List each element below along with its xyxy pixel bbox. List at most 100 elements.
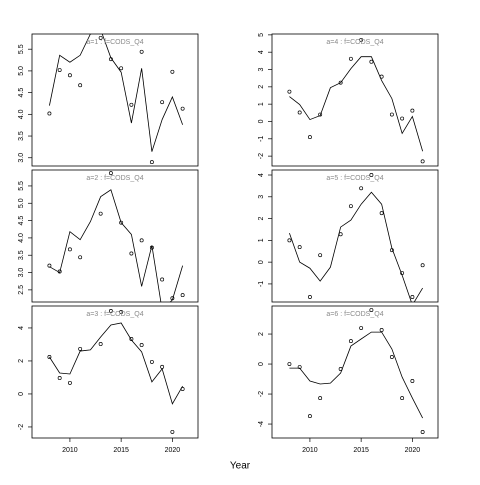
y-tick-label: 3.0 (18, 153, 25, 163)
y-tick-label: 4 (18, 326, 25, 330)
data-point (180, 293, 185, 298)
data-point (149, 359, 154, 364)
panel-title: a=4 : f=CODS_Q4 (326, 39, 383, 46)
y-tick-label: -1 (258, 281, 265, 287)
y-tick-label: 4.0 (18, 109, 25, 119)
y-tick-label: 2 (18, 359, 25, 363)
y-tick-label: 3.5 (18, 131, 25, 141)
panel-frame (31, 305, 199, 439)
panel-title: a=2 : f=CODS_Q4 (86, 175, 143, 182)
data-point (98, 35, 103, 40)
panel-frame (31, 33, 199, 167)
data-point (78, 83, 83, 88)
data-point (359, 326, 364, 330)
y-tick-label: 3 (258, 67, 265, 71)
data-point (400, 396, 405, 401)
y-tick-label: 3.5 (18, 250, 25, 260)
x-tick-label: 2010 (62, 447, 78, 454)
trend-line (289, 331, 423, 419)
y-tick-label: -4 (258, 421, 265, 427)
data-point (318, 396, 323, 401)
data-point (139, 342, 144, 347)
data-point (129, 337, 134, 341)
panel (47, 171, 185, 302)
panel (287, 173, 425, 302)
data-point (160, 364, 165, 369)
data-point (318, 253, 323, 258)
panel-title: a=6 : f=CODS_Q4 (326, 311, 383, 318)
data-point (139, 49, 144, 54)
data-point (400, 116, 405, 121)
data-point (149, 160, 154, 165)
y-tick-label: 3 (258, 195, 265, 199)
panel-frame (271, 33, 439, 167)
data-point (338, 80, 343, 85)
trend-line (49, 322, 183, 405)
panel-title: a=1 : f=CODS_Q4 (86, 39, 143, 46)
data-point (67, 380, 72, 385)
data-point (78, 346, 83, 351)
trend-line (49, 189, 184, 302)
y-tick-label: 2 (258, 332, 265, 336)
y-tick-label: 5 (258, 33, 265, 37)
x-axis-label: Year (230, 461, 251, 472)
data-point (119, 220, 124, 225)
panel-frame (31, 169, 199, 303)
y-tick-label: 5.5 (18, 181, 25, 191)
data-point (359, 37, 364, 42)
data-point (348, 339, 353, 344)
data-point (410, 295, 415, 299)
y-tick-label: 4.5 (18, 88, 25, 98)
data-point (139, 238, 144, 243)
y-tick-label: 1 (258, 102, 265, 106)
y-tick-label: 4.5 (18, 216, 25, 226)
data-point (108, 171, 113, 176)
data-point (180, 106, 185, 111)
data-point (170, 69, 175, 74)
data-point (369, 173, 374, 177)
panel-title: a=5 : f=CODS_Q4 (326, 175, 383, 182)
trend-line (289, 191, 423, 302)
y-tick-label: -2 (18, 424, 25, 430)
data-point (369, 59, 374, 64)
panel-frame (271, 169, 439, 303)
x-tick-label: 2020 (405, 447, 421, 454)
data-point (57, 68, 62, 72)
y-tick-label: 2 (258, 217, 265, 221)
data-point (160, 277, 165, 282)
panel-title: a=3 : f=CODS_Q4 (86, 311, 143, 318)
data-point (108, 309, 113, 313)
panel (47, 309, 185, 434)
data-point (307, 295, 312, 299)
data-point (420, 430, 425, 434)
data-point (369, 308, 374, 312)
data-point (287, 238, 292, 243)
data-point (287, 362, 292, 366)
y-tick-label: 0 (18, 392, 25, 396)
x-tick-label: 2020 (165, 447, 181, 454)
data-point (98, 342, 103, 346)
trend-line (289, 56, 424, 152)
y-tick-label: 0 (258, 119, 265, 123)
y-tick-label: 4.0 (18, 233, 25, 243)
data-point (67, 73, 72, 78)
y-tick-label: 1 (258, 238, 265, 242)
y-tick-label: 4 (258, 50, 265, 54)
data-point (47, 111, 52, 116)
data-point (410, 108, 415, 113)
y-tick-label: 3.0 (18, 268, 25, 278)
y-tick-label: 2.5 (18, 285, 25, 295)
data-point (338, 232, 343, 237)
data-point (307, 135, 312, 140)
panel (287, 308, 425, 434)
panel-frame (271, 305, 439, 439)
y-tick-label: 5.0 (18, 198, 25, 208)
data-point (67, 247, 72, 252)
y-tick-label: -2 (258, 391, 265, 397)
y-tick-label: 5.5 (18, 44, 25, 54)
panel (47, 34, 185, 165)
data-point (129, 102, 134, 107)
data-point (359, 186, 364, 191)
data-point (379, 211, 384, 216)
